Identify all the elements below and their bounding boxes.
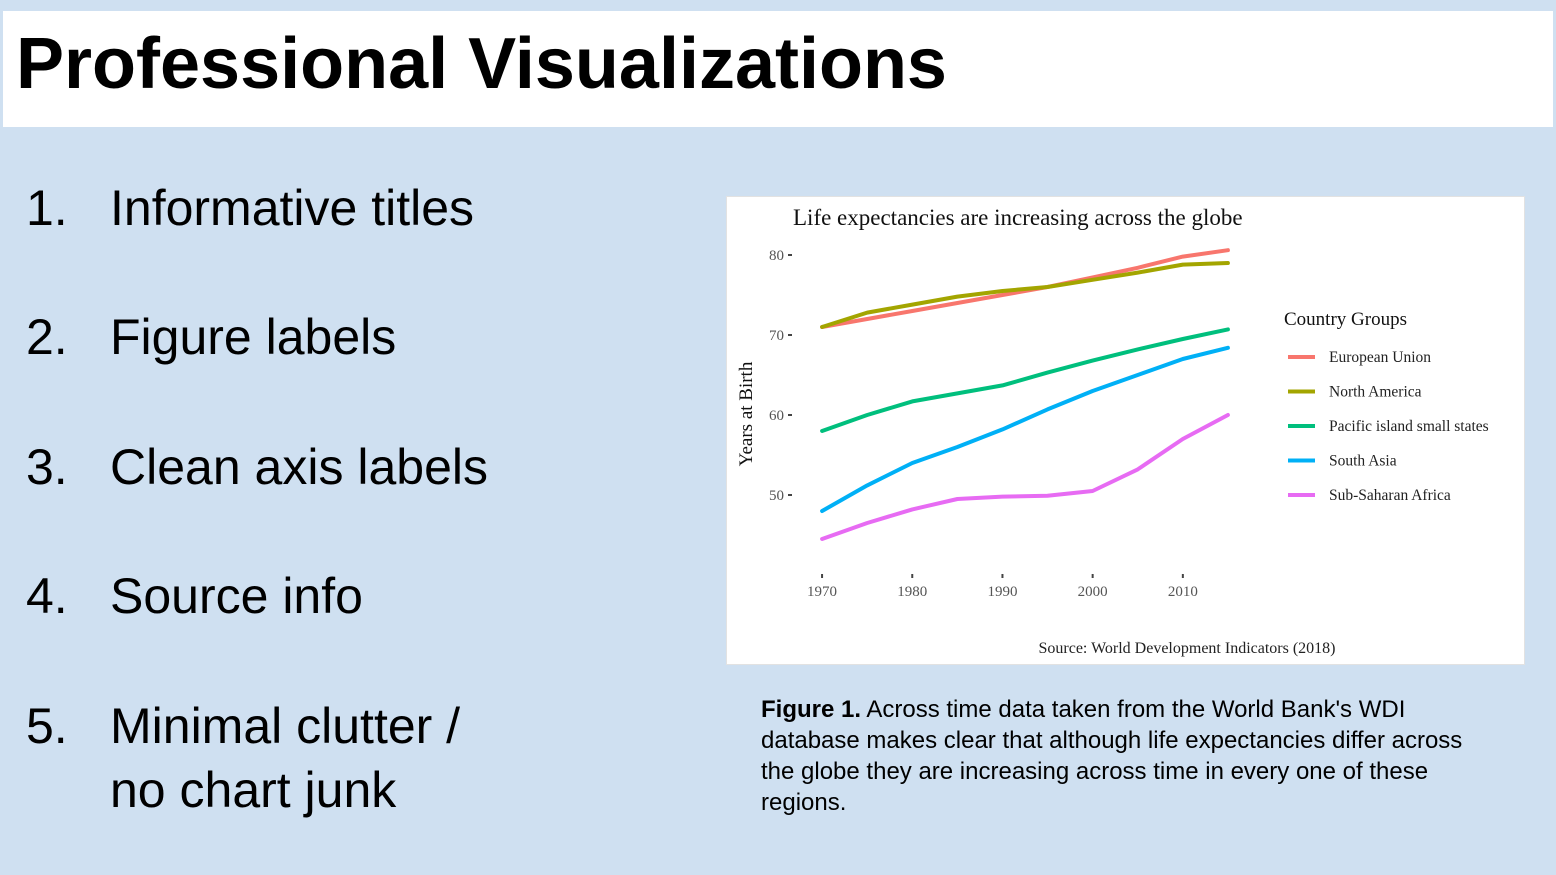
legend-item: Sub-Saharan Africa: [1329, 487, 1451, 504]
legend-item: European Union: [1329, 349, 1431, 366]
list-number: 4.: [26, 568, 68, 624]
list-number: 1.: [26, 180, 68, 236]
legend-item: North America: [1329, 384, 1422, 401]
series-line: [820, 413, 1230, 541]
legend-item: Pacific island small states: [1329, 418, 1489, 435]
list-text: Clean axis labels: [110, 439, 488, 495]
caption-label: Figure 1.: [761, 696, 862, 723]
y-tick-label: 60: [769, 408, 784, 424]
chart-figure: Life expectancies are increasing across …: [726, 196, 1525, 665]
y-tick-label: 70: [769, 328, 784, 344]
x-tick-label: 1980: [897, 584, 927, 600]
y-axis-label: Years at Birth: [736, 361, 757, 466]
list-number: 3.: [26, 439, 68, 495]
list-text: no chart junk: [110, 762, 397, 818]
legend-title: Country Groups: [1284, 309, 1407, 330]
chart-title: Life expectancies are increasing across …: [793, 205, 1243, 230]
chart-source: Source: World Development Indicators (20…: [1038, 640, 1335, 657]
figure-caption: Figure 1. Across time data taken from th…: [761, 694, 1481, 818]
x-tick-label: 2010: [1168, 584, 1198, 600]
title-bar: [3, 11, 1553, 127]
list-number: 5.: [26, 698, 68, 754]
y-tick-label: 50: [769, 488, 784, 504]
x-tick-label: 1970: [807, 584, 837, 600]
life-expectancy-chart: Life expectancies are increasing across …: [736, 205, 1489, 657]
list-text: Source info: [110, 568, 363, 624]
caption-text: Across time data taken from the World Ba…: [761, 696, 1463, 816]
list-number: 2.: [26, 309, 68, 365]
series-line: [820, 327, 1230, 433]
list-text: Figure labels: [110, 309, 397, 365]
list-text: Informative titles: [110, 180, 475, 236]
series-line: [820, 261, 1230, 329]
x-tick-label: 2000: [1078, 584, 1108, 600]
series-line: [820, 345, 1230, 513]
x-tick-label: 1990: [987, 584, 1017, 600]
list-text: Minimal clutter /: [110, 698, 461, 754]
slide-title: Professional Visualizations: [16, 24, 947, 104]
legend-item: South Asia: [1329, 453, 1397, 470]
y-tick-label: 80: [769, 248, 784, 264]
